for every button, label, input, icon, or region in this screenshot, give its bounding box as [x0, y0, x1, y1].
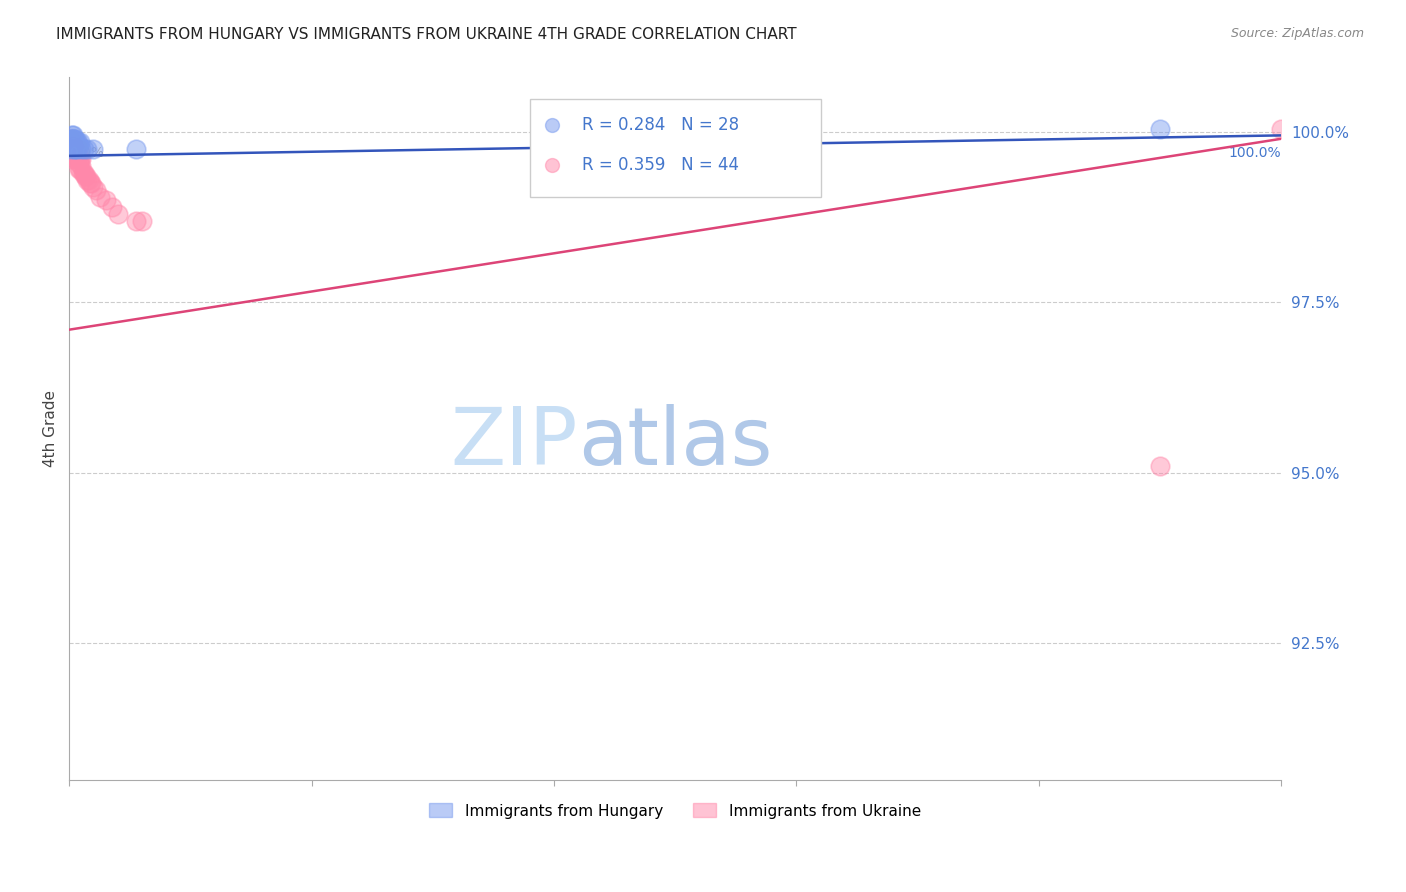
Point: [1149, 121, 1171, 136]
Point: [63, 145, 86, 160]
Point: [125, 142, 148, 156]
Point: [65, 132, 87, 146]
Point: [60, 128, 83, 143]
Point: [70, 142, 93, 156]
Text: 100.0%: 100.0%: [1229, 146, 1281, 161]
Point: [79, 176, 101, 190]
Text: IMMIGRANTS FROM HUNGARY VS IMMIGRANTS FROM UKRAINE 4TH GRADE CORRELATION CHART: IMMIGRANTS FROM HUNGARY VS IMMIGRANTS FR…: [56, 27, 797, 42]
Text: R = 0.284   N = 28: R = 0.284 N = 28: [582, 116, 740, 134]
Text: 0.0%: 0.0%: [69, 146, 104, 161]
Point: [67, 162, 90, 177]
Point: [62, 138, 84, 153]
Point: [76, 172, 98, 186]
Point: [75, 169, 97, 184]
Point: [107, 207, 129, 221]
Point: [59, 132, 82, 146]
Point: [67, 138, 90, 153]
Text: ZIP: ZIP: [451, 403, 578, 482]
Point: [63, 142, 86, 156]
Legend: Immigrants from Hungary, Immigrants from Ukraine: Immigrants from Hungary, Immigrants from…: [423, 797, 927, 824]
Point: [73, 142, 96, 156]
Point: [66, 142, 89, 156]
Point: [60, 135, 83, 149]
Point: [62, 132, 84, 146]
Point: [70, 159, 93, 173]
Point: [65, 142, 87, 156]
Point: [62, 128, 84, 143]
Point: [63, 132, 86, 146]
Point: [1149, 458, 1171, 473]
Point: [70, 153, 93, 167]
FancyBboxPatch shape: [530, 98, 821, 197]
Point: [65, 135, 87, 149]
Point: [82, 142, 104, 156]
Point: [65, 153, 87, 167]
Point: [63, 138, 86, 153]
Point: [67, 155, 90, 169]
Text: R = 0.359   N = 44: R = 0.359 N = 44: [582, 156, 738, 174]
Point: [62, 142, 84, 156]
Point: [131, 213, 153, 227]
Point: [66, 149, 89, 163]
Point: [65, 142, 87, 156]
Point: [125, 213, 148, 227]
Point: [63, 142, 86, 156]
Point: [73, 166, 96, 180]
Text: Source: ZipAtlas.com: Source: ZipAtlas.com: [1230, 27, 1364, 40]
Y-axis label: 4th Grade: 4th Grade: [44, 390, 58, 467]
Point: [80, 176, 103, 190]
Point: [60, 153, 83, 167]
Point: [69, 153, 91, 167]
Point: [65, 145, 87, 160]
Point: [77, 172, 100, 186]
Point: [82, 179, 104, 194]
Point: [1270, 121, 1292, 136]
Point: [65, 149, 87, 163]
Point: [60, 132, 83, 146]
Point: [59, 142, 82, 156]
Point: [65, 142, 87, 156]
Point: [84, 183, 107, 197]
Point: [63, 135, 86, 149]
Point: [94, 193, 117, 207]
Point: [67, 153, 90, 167]
Point: [73, 169, 96, 184]
Point: [100, 200, 122, 214]
Point: [60, 135, 83, 149]
Point: [62, 135, 84, 149]
Point: [59, 132, 82, 146]
Text: atlas: atlas: [578, 403, 772, 482]
Point: [89, 190, 111, 204]
Point: [69, 135, 91, 149]
Point: [540, 589, 562, 603]
Point: [66, 135, 89, 149]
Point: [69, 162, 91, 177]
Point: [65, 153, 87, 167]
Point: [59, 142, 82, 156]
Point: [62, 145, 84, 160]
Point: [62, 138, 84, 153]
Point: [60, 142, 83, 156]
Point: [76, 142, 98, 156]
Point: [65, 135, 87, 149]
Point: [65, 142, 87, 156]
Point: [62, 132, 84, 146]
Point: [72, 166, 94, 180]
Point: [63, 149, 86, 163]
